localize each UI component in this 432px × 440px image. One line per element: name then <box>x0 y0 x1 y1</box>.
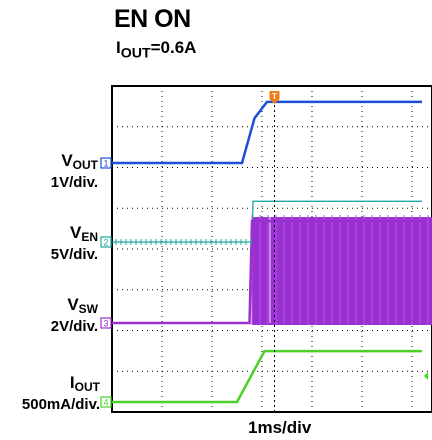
traces <box>112 100 432 404</box>
channel-3-marker <box>100 317 112 329</box>
channel-4-marker-number: 4 <box>103 398 108 408</box>
chart-subtitle: IOUT=0.6A <box>116 38 196 61</box>
channel-1-label: VOUT 1V/div. <box>50 151 98 191</box>
channel-2-marker-number: 2 <box>103 238 108 248</box>
sw-switching-band <box>252 217 432 325</box>
channel-4-label: IOUT 500mA/div. <box>21 373 100 413</box>
channel-2-marker <box>100 236 112 248</box>
chart-title: EN ON <box>114 5 191 33</box>
subtitle-tail: =0.6A <box>150 38 197 57</box>
trace-ch3 <box>112 219 422 325</box>
channel-1-marker-number: 1 <box>103 159 108 169</box>
x-axis-label: 1ms/div <box>248 418 312 437</box>
channel-3-marker-number: 3 <box>103 319 108 329</box>
trace-ch4 <box>112 349 422 404</box>
ch4-level-arrow <box>424 372 428 380</box>
subtitle-sub: OUT <box>120 45 151 62</box>
trigger-marker <box>269 91 280 104</box>
channel-4-marker <box>100 396 112 408</box>
channel-2-label: VEN 5V/div. <box>50 223 98 263</box>
channel-3-label: VSW 2V/div. <box>50 295 98 335</box>
trace-ch1 <box>112 100 422 165</box>
subtitle-main: I <box>116 38 121 57</box>
trigger-marker-label: T <box>272 92 277 101</box>
channel-1-marker <box>100 157 112 169</box>
markers: 1 2 3 4 T <box>100 91 428 412</box>
